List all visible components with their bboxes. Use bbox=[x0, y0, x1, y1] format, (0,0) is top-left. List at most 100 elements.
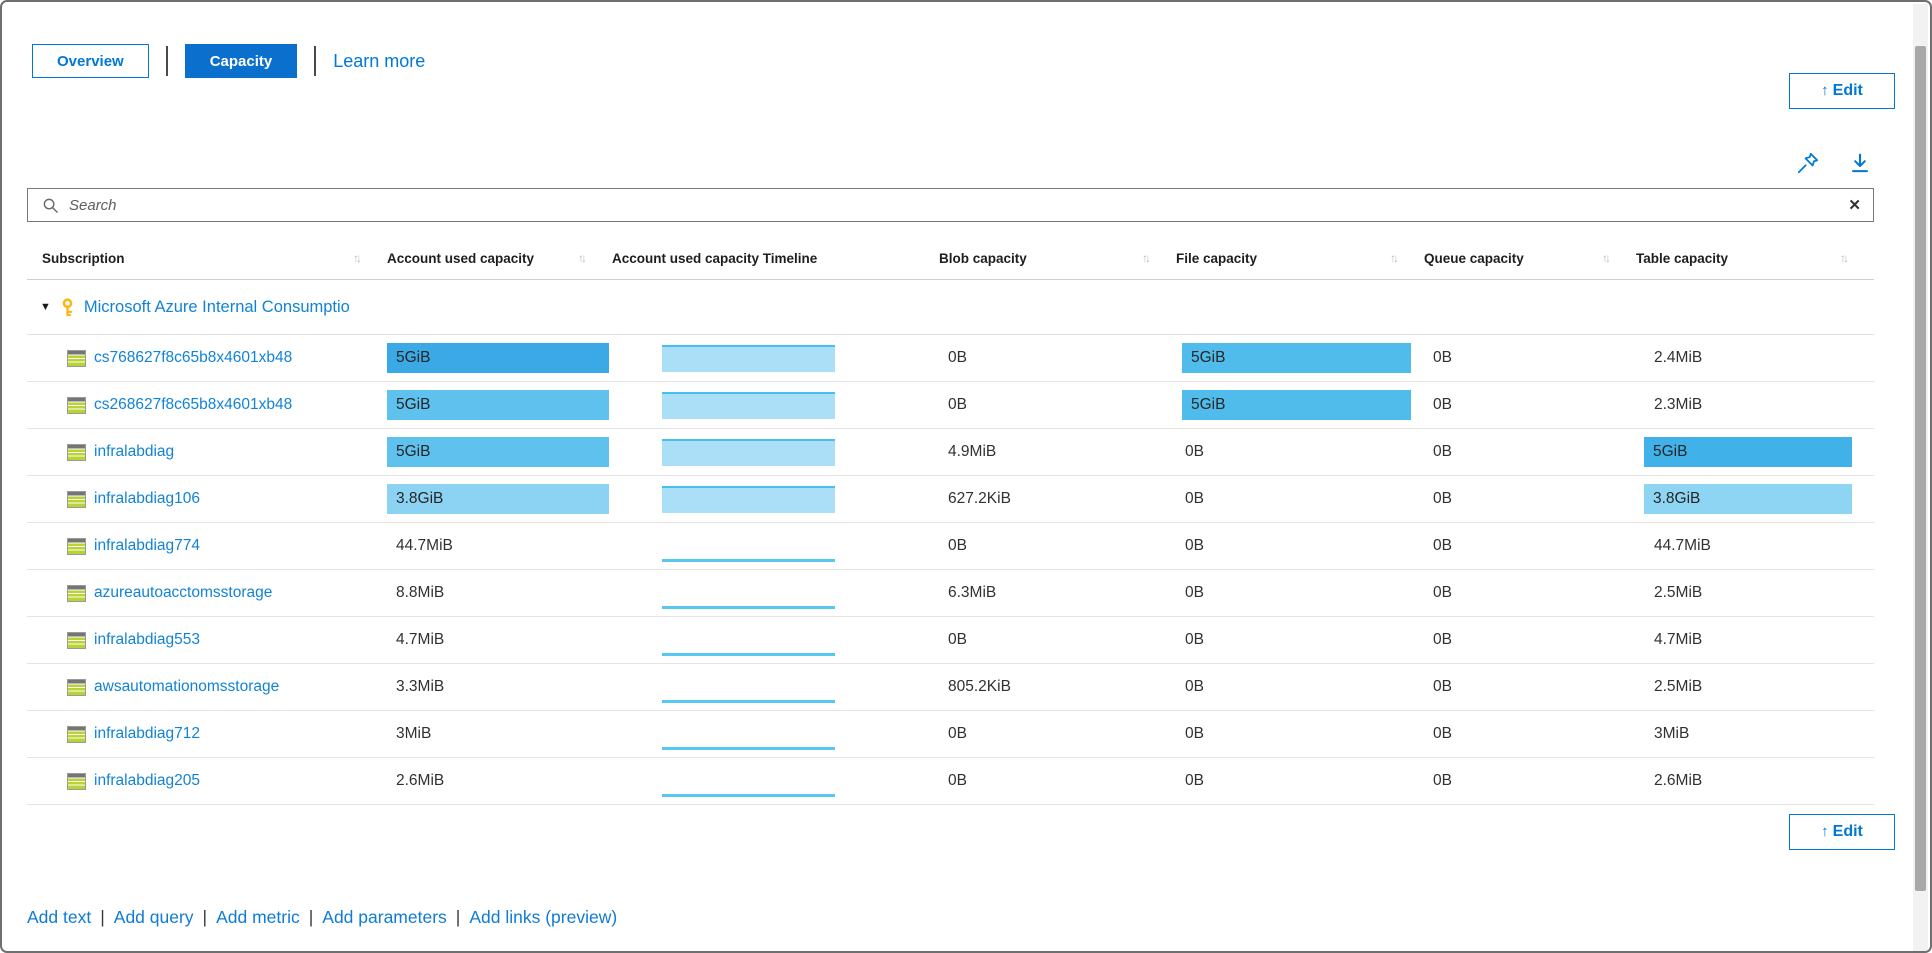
add-link-add-links-preview-[interactable]: Add links (preview) bbox=[469, 907, 618, 927]
timeline-sparkline-line bbox=[662, 747, 835, 750]
column-header-queue-capacity: Queue capacity ↑↓ bbox=[1424, 251, 1636, 266]
table-header-row: Subscription ↑↓ Account used capacity ↑↓ Acc… bbox=[27, 237, 1874, 280]
blob-capacity-value: 627.2KiB bbox=[948, 490, 1011, 507]
add-link-add-metric[interactable]: Add metric bbox=[216, 907, 300, 927]
tbl-capacity-value: 2.6MiB bbox=[1654, 772, 1703, 789]
timeline-sparkline-area bbox=[662, 438, 835, 466]
timeline-sparkline-line bbox=[662, 653, 835, 656]
storage-account-icon bbox=[67, 772, 86, 790]
arrow-up-icon: ↑ bbox=[1821, 82, 1829, 99]
file-capacity-value: 0B bbox=[1185, 725, 1204, 742]
acct-capacity-value: 3.3MiB bbox=[396, 678, 445, 695]
sort-icon[interactable]: ↑↓ bbox=[1602, 251, 1611, 265]
edit-button-bottom[interactable]: ↑ Edit bbox=[1789, 814, 1895, 850]
table-row: azureautoacctomsstorage 8.8MiB 6.3MiB 0B 0B 2… bbox=[27, 570, 1874, 617]
vertical-scrollbar[interactable] bbox=[1913, 4, 1928, 951]
tbl-capacity-value: 2.5MiB bbox=[1654, 678, 1703, 695]
acct-capacity-value: 8.8MiB bbox=[396, 584, 445, 601]
storage-account-link[interactable]: infralabdiag205 bbox=[94, 772, 201, 789]
subscription-cell: cs768627f8c65b8x4601xb48 bbox=[27, 349, 387, 367]
subscription-cell: infralabdiag bbox=[27, 443, 387, 461]
edit-button-label: Edit bbox=[1832, 82, 1863, 99]
add-link-add-parameters[interactable]: Add parameters bbox=[322, 907, 447, 927]
workbook-add-links: Add text | Add query | Add metric | Add parame… bbox=[27, 907, 617, 928]
file-capacity-value: 0B bbox=[1185, 678, 1204, 695]
queue-capacity-value: 0B bbox=[1433, 490, 1452, 507]
timeline-sparkline-line bbox=[662, 794, 835, 797]
acct-capacity-value: 3MiB bbox=[396, 725, 432, 742]
storage-account-link[interactable]: cs768627f8c65b8x4601xb48 bbox=[94, 349, 293, 366]
file-capacity-value: 0B bbox=[1185, 584, 1204, 601]
pin-icon[interactable] bbox=[1795, 150, 1821, 181]
column-header-label: File capacity bbox=[1176, 250, 1258, 266]
queue-capacity-value: 0B bbox=[1433, 443, 1452, 460]
storage-account-link[interactable]: infralabdiag106 bbox=[94, 490, 201, 507]
sort-icon[interactable]: ↑↓ bbox=[1840, 251, 1849, 265]
tab-overview[interactable]: Overview bbox=[32, 44, 149, 78]
sort-icon[interactable]: ↑↓ bbox=[353, 251, 362, 265]
table-row: infralabdiag774 44.7MiB 0B 0B 0B 44.7MiB bbox=[27, 523, 1874, 570]
file-capacity-bar: 5GiB bbox=[1182, 390, 1411, 420]
tab-divider bbox=[165, 46, 168, 76]
add-link-add-text[interactable]: Add text bbox=[27, 907, 92, 927]
storage-account-link[interactable]: infralabdiag553 bbox=[94, 631, 201, 648]
storage-account-link[interactable]: awsautomationomsstorage bbox=[94, 678, 280, 695]
column-header-label: Subscription bbox=[42, 250, 125, 266]
blob-capacity-value: 0B bbox=[948, 772, 967, 789]
link-separator: | bbox=[202, 907, 208, 927]
tab-capacity[interactable]: Capacity bbox=[184, 44, 298, 78]
sort-icon[interactable]: ↑↓ bbox=[578, 251, 587, 265]
grid-toolbar bbox=[1795, 150, 1872, 181]
storage-account-icon bbox=[67, 396, 86, 414]
queue-capacity-value: 0B bbox=[1433, 725, 1452, 742]
subscription-group-link[interactable]: Microsoft Azure Internal Consumptio bbox=[83, 297, 350, 316]
storage-account-link[interactable]: infralabdiag712 bbox=[94, 725, 201, 742]
storage-account-link[interactable]: infralabdiag bbox=[94, 443, 175, 460]
timeline-sparkline-area bbox=[662, 391, 835, 419]
edit-button-top[interactable]: ↑ Edit bbox=[1789, 73, 1895, 109]
sort-icon[interactable]: ↑↓ bbox=[1142, 251, 1151, 265]
queue-capacity-value: 0B bbox=[1433, 631, 1452, 648]
sort-icon[interactable]: ↑↓ bbox=[1390, 251, 1399, 265]
timeline-sparkline-flat bbox=[612, 559, 939, 569]
column-header-account-used-capacity: Account used capacity ↑↓ bbox=[387, 251, 612, 266]
storage-account-icon bbox=[67, 678, 86, 696]
learn-more-link[interactable]: Learn more bbox=[333, 50, 426, 71]
tab-divider bbox=[314, 46, 317, 76]
timeline-sparkline-line bbox=[662, 559, 835, 562]
timeline-sparkline-flat bbox=[612, 794, 939, 804]
timeline-sparkline-flat bbox=[612, 747, 939, 757]
key-icon bbox=[62, 297, 73, 316]
acct-capacity-bar: 3.8GiB bbox=[387, 484, 609, 514]
add-link-add-query[interactable]: Add query bbox=[113, 907, 194, 927]
table-row: infralabdiag553 4.7MiB 0B 0B 0B 4.7MiB bbox=[27, 617, 1874, 664]
blob-capacity-value: 0B bbox=[948, 349, 967, 366]
blob-capacity-value: 4.9MiB bbox=[948, 443, 997, 460]
file-capacity-value: 0B bbox=[1185, 772, 1204, 789]
column-header-account-used-capacity-timeline: Account used capacity Timeline bbox=[612, 251, 939, 266]
subscription-cell: azureautoacctomsstorage bbox=[27, 584, 387, 602]
column-header-table-capacity: Table capacity ↑↓ bbox=[1636, 251, 1874, 266]
table-body: cs768627f8c65b8x4601xb48 5GiB 0B 5GiB 0B 2.4M… bbox=[2, 335, 1874, 805]
storage-account-link[interactable]: azureautoacctomsstorage bbox=[94, 584, 273, 601]
acct-capacity-bar: 5GiB bbox=[387, 390, 609, 420]
storage-account-icon bbox=[67, 443, 86, 461]
queue-capacity-value: 0B bbox=[1433, 678, 1452, 695]
tbl-capacity-value: 2.5MiB bbox=[1654, 584, 1703, 601]
storage-account-icon bbox=[67, 349, 86, 367]
clear-search-icon[interactable]: ✕ bbox=[1848, 197, 1861, 214]
column-header-file-capacity: File capacity ↑↓ bbox=[1176, 251, 1424, 266]
tbl-capacity-value: 2.3MiB bbox=[1654, 396, 1703, 413]
table-row: awsautomationomsstorage 3.3MiB 805.2KiB 0B 0… bbox=[27, 664, 1874, 711]
collapse-caret-icon[interactable]: ▼ bbox=[40, 301, 51, 313]
timeline-sparkline-line bbox=[662, 700, 835, 703]
download-icon[interactable] bbox=[1848, 151, 1872, 180]
storage-account-link[interactable]: cs268627f8c65b8x4601xb48 bbox=[94, 396, 293, 413]
storage-account-link[interactable]: infralabdiag774 bbox=[94, 537, 201, 554]
column-header-label: Queue capacity bbox=[1424, 250, 1524, 266]
subscription-cell: cs268627f8c65b8x4601xb48 bbox=[27, 396, 387, 414]
scrollbar-thumb[interactable] bbox=[1915, 46, 1926, 891]
search-input[interactable] bbox=[69, 196, 1849, 214]
storage-account-icon bbox=[67, 725, 86, 743]
